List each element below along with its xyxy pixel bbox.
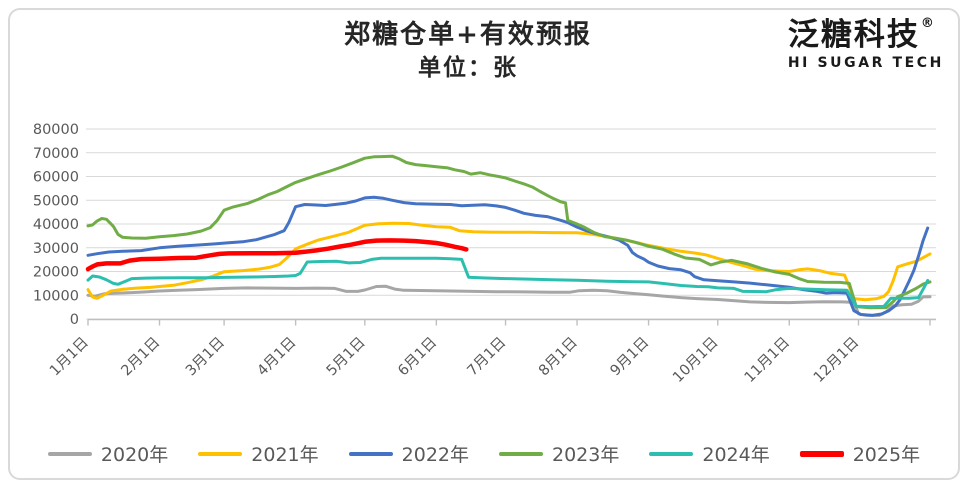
legend-item-2021年: 2021年: [198, 440, 319, 467]
brand-logo-subtitle: HI SUGAR TECH: [787, 55, 944, 71]
legend-swatch: [649, 451, 694, 456]
x-axis-tick-label: 10月1日: [670, 335, 721, 386]
legend-swatch: [47, 451, 92, 456]
x-axis-tick-label: 9月1日: [608, 335, 653, 380]
x-axis-tick-label: 1月1日: [47, 335, 92, 380]
x-axis-tick-label: 6月1日: [395, 335, 440, 380]
x-axis-tick-label: 2月1日: [118, 335, 163, 380]
legend-label: 2023年: [552, 444, 620, 466]
y-axis-tick-label: 70000: [33, 146, 79, 162]
series-line-2022年: [86, 195, 930, 317]
x-axis-tick-label: 8月1日: [536, 335, 581, 380]
x-axis-tick-label: 5月1日: [324, 335, 369, 380]
legend-label: 2022年: [401, 444, 469, 466]
series-line-2020年: [86, 284, 932, 317]
series-line-2023年: [86, 154, 932, 310]
chart-unit-label: 单位：张: [418, 54, 518, 81]
x-axis-tick-label: 3月1日: [183, 335, 228, 380]
registered-trademark-icon: ®: [920, 16, 934, 31]
x-axis-tick-label: 12月1日: [811, 335, 862, 386]
legend-swatch: [799, 450, 844, 457]
legend-label: 2021年: [251, 444, 319, 466]
series-line-2025年: [85, 238, 469, 272]
y-axis-tick-label: 20000: [33, 265, 79, 281]
y-axis-tick-label: 0: [70, 312, 79, 328]
y-axis-tick-label: 10000: [33, 288, 79, 304]
y-axis-tick-label: 80000: [33, 122, 79, 138]
legend: 2020年 2021年 2022年 2023年 2024年 2025年: [0, 440, 968, 467]
series-line-2024年: [86, 256, 930, 309]
legend-item-2025年: 2025年: [799, 440, 921, 467]
brand-logo: 泛糖科技® HI SUGAR TECH: [788, 16, 944, 71]
legend-label: 2024年: [702, 444, 770, 466]
brand-logo-text: 泛糖科技: [787, 17, 920, 53]
y-axis-tick-label: 40000: [33, 217, 79, 233]
legend-swatch: [198, 451, 243, 456]
x-axis-tick-label: 4月1日: [255, 335, 300, 380]
legend-item-2022年: 2022年: [348, 440, 469, 467]
chart-title-block: 郑糖仓单+有效预报 单位：张: [0, 18, 936, 84]
x-axis-tick-label: 11月1日: [742, 335, 793, 386]
legend-swatch: [499, 451, 543, 456]
line-chart: 0 10000 20000 30000 40000 50000 60000 70000 8000…: [33, 122, 936, 386]
legend-label: 2025年: [852, 444, 921, 466]
card-border: [8, 8, 960, 480]
y-axis-tick-label: 50000: [33, 193, 79, 209]
x-axis-tick-label: 7月1日: [465, 335, 510, 380]
legend-item-2020年: 2020年: [47, 440, 169, 467]
legend-item-2024年: 2024年: [649, 440, 770, 467]
legend-swatch: [348, 451, 393, 456]
y-axis-tick-label: 60000: [33, 170, 79, 186]
y-axis-tick-label: 30000: [33, 241, 79, 257]
chart-title: 郑糖仓单+有效预报: [344, 20, 592, 50]
legend-item-2023年: 2023年: [499, 440, 619, 467]
legend-label: 2020年: [100, 444, 169, 466]
